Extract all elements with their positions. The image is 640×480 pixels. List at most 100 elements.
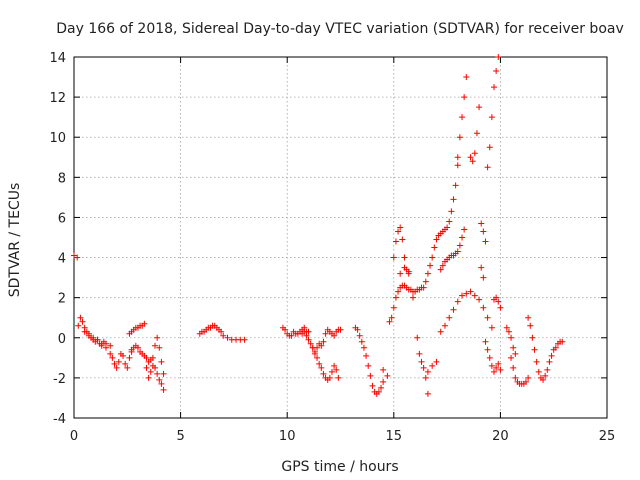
- data-point: [79, 318, 86, 325]
- data-point: [409, 294, 416, 301]
- data-point: [380, 378, 387, 385]
- data-point: [508, 354, 515, 361]
- data-point: [152, 364, 159, 371]
- data-point: [424, 390, 431, 397]
- data-point: [493, 294, 500, 301]
- data-point: [390, 254, 397, 261]
- series-arc15: [386, 282, 427, 325]
- grid-layer: [74, 57, 607, 418]
- series-arc17: [397, 264, 431, 397]
- y-tick-label: 10: [49, 131, 66, 146]
- data-point: [418, 358, 425, 365]
- series-arc3: [81, 328, 114, 351]
- data-point: [503, 324, 510, 331]
- data-point: [122, 360, 129, 367]
- data-point: [156, 376, 163, 383]
- data-point: [390, 304, 397, 311]
- data-point: [493, 68, 500, 75]
- data-point: [316, 360, 323, 367]
- y-tick-label: -4: [53, 412, 66, 427]
- data-point: [90, 334, 97, 341]
- data-point: [305, 336, 312, 343]
- data-point: [322, 330, 329, 337]
- data-point: [335, 374, 342, 381]
- data-point: [141, 320, 148, 327]
- data-point: [218, 328, 225, 335]
- series-arc10: [279, 324, 312, 339]
- data-point: [529, 334, 536, 341]
- x-tick-label: 0: [70, 429, 78, 444]
- mark-layer: [71, 54, 566, 397]
- data-point: [512, 374, 519, 381]
- data-point: [158, 380, 165, 387]
- data-point: [422, 374, 429, 381]
- series-arc27: [508, 334, 519, 357]
- data-point: [126, 354, 133, 361]
- data-point: [467, 154, 474, 161]
- data-point: [552, 344, 559, 351]
- y-tick-label: 2: [58, 292, 66, 307]
- data-point: [441, 322, 448, 329]
- data-point: [380, 366, 387, 373]
- data-point: [437, 266, 444, 273]
- data-point: [149, 354, 156, 361]
- data-point: [459, 292, 466, 299]
- data-point: [85, 330, 92, 337]
- data-point: [433, 236, 440, 243]
- data-point: [429, 362, 436, 369]
- data-point: [495, 360, 502, 367]
- series-arc19: [437, 226, 468, 273]
- series-arc9: [196, 322, 248, 343]
- data-point: [134, 344, 141, 351]
- data-point: [386, 318, 393, 325]
- data-point: [120, 352, 127, 359]
- y-tick-label: 12: [49, 91, 66, 106]
- data-point: [471, 150, 478, 157]
- data-point: [497, 366, 504, 373]
- data-point: [77, 314, 84, 321]
- series-arc20: [454, 74, 470, 161]
- data-point: [471, 292, 478, 299]
- series-arc22: [467, 104, 487, 281]
- data-point: [422, 278, 429, 285]
- series-arc28: [525, 314, 566, 383]
- data-point: [320, 338, 327, 345]
- data-point: [397, 224, 404, 231]
- data-point: [461, 226, 468, 233]
- data-point: [111, 360, 118, 367]
- data-point: [303, 332, 310, 339]
- series-arc14: [380, 366, 391, 379]
- data-point: [363, 352, 370, 359]
- data-point: [307, 340, 314, 347]
- data-point: [375, 388, 382, 395]
- data-point: [450, 196, 457, 203]
- data-point: [282, 326, 289, 333]
- data-point: [525, 314, 532, 321]
- data-point: [358, 338, 365, 345]
- series-arc25: [491, 294, 504, 311]
- data-point: [318, 342, 325, 349]
- data-point: [401, 254, 408, 261]
- data-point: [333, 366, 340, 373]
- data-point: [328, 368, 335, 375]
- data-point: [102, 344, 109, 351]
- data-point: [459, 234, 466, 241]
- data-point: [437, 328, 444, 335]
- data-point: [326, 374, 333, 381]
- series-arc18: [422, 162, 461, 285]
- data-point: [448, 208, 455, 215]
- data-point: [454, 154, 461, 161]
- data-point: [510, 344, 517, 351]
- data-point: [74, 254, 81, 261]
- data-point: [497, 304, 504, 311]
- data-point: [94, 336, 101, 343]
- data-point: [495, 54, 502, 60]
- data-point: [98, 340, 105, 347]
- data-point: [107, 342, 114, 349]
- data-point: [337, 326, 344, 333]
- series-arc11: [299, 326, 344, 355]
- data-point: [309, 344, 316, 351]
- data-point: [525, 374, 532, 381]
- data-point: [318, 364, 325, 371]
